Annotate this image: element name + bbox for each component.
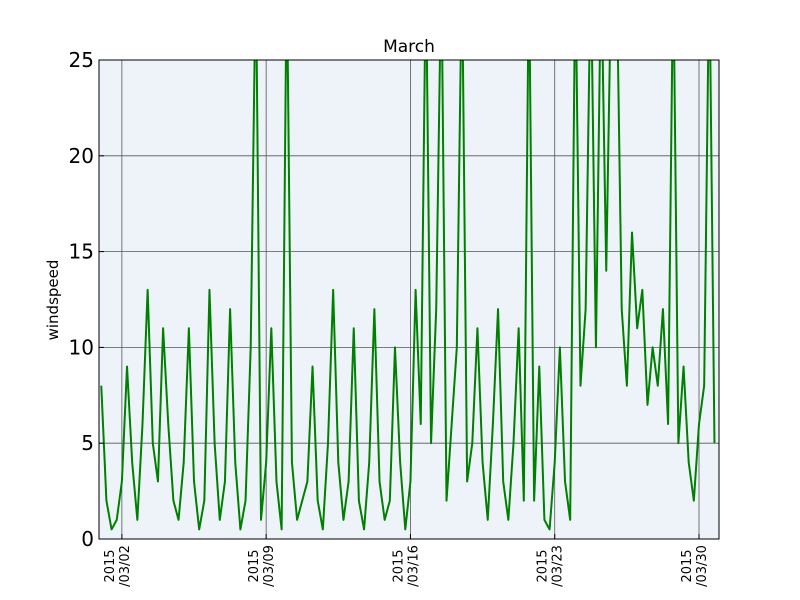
x-tick-label: 2015 — [247, 549, 262, 582]
y-tick-label: 10 — [69, 335, 94, 359]
y-tick-label: 0 — [81, 527, 94, 551]
x-tick-label: 2015 — [391, 549, 406, 582]
x-tick-label: 2015 — [680, 549, 695, 582]
data-line — [100, 60, 716, 531]
y-axis-label: windspeed — [44, 260, 62, 341]
x-tick-label: /03/02 — [118, 545, 133, 587]
plot-frame — [98, 59, 720, 540]
x-tick-label: /03/09 — [262, 545, 277, 587]
x-tick-label: /03/16 — [406, 545, 421, 587]
y-tick-label: 25 — [69, 48, 94, 72]
plot-area — [99, 60, 719, 539]
x-tick-label: 2015 — [536, 549, 551, 582]
x-tick-label: /03/23 — [551, 545, 566, 587]
y-tick-label: 20 — [69, 144, 94, 168]
x-tick-label: 2015 — [103, 549, 118, 582]
y-tick-label: 5 — [81, 431, 94, 455]
chart-title: March — [383, 37, 435, 57]
y-tick-label: 15 — [69, 240, 94, 264]
x-tick-label: /03/30 — [695, 545, 710, 587]
